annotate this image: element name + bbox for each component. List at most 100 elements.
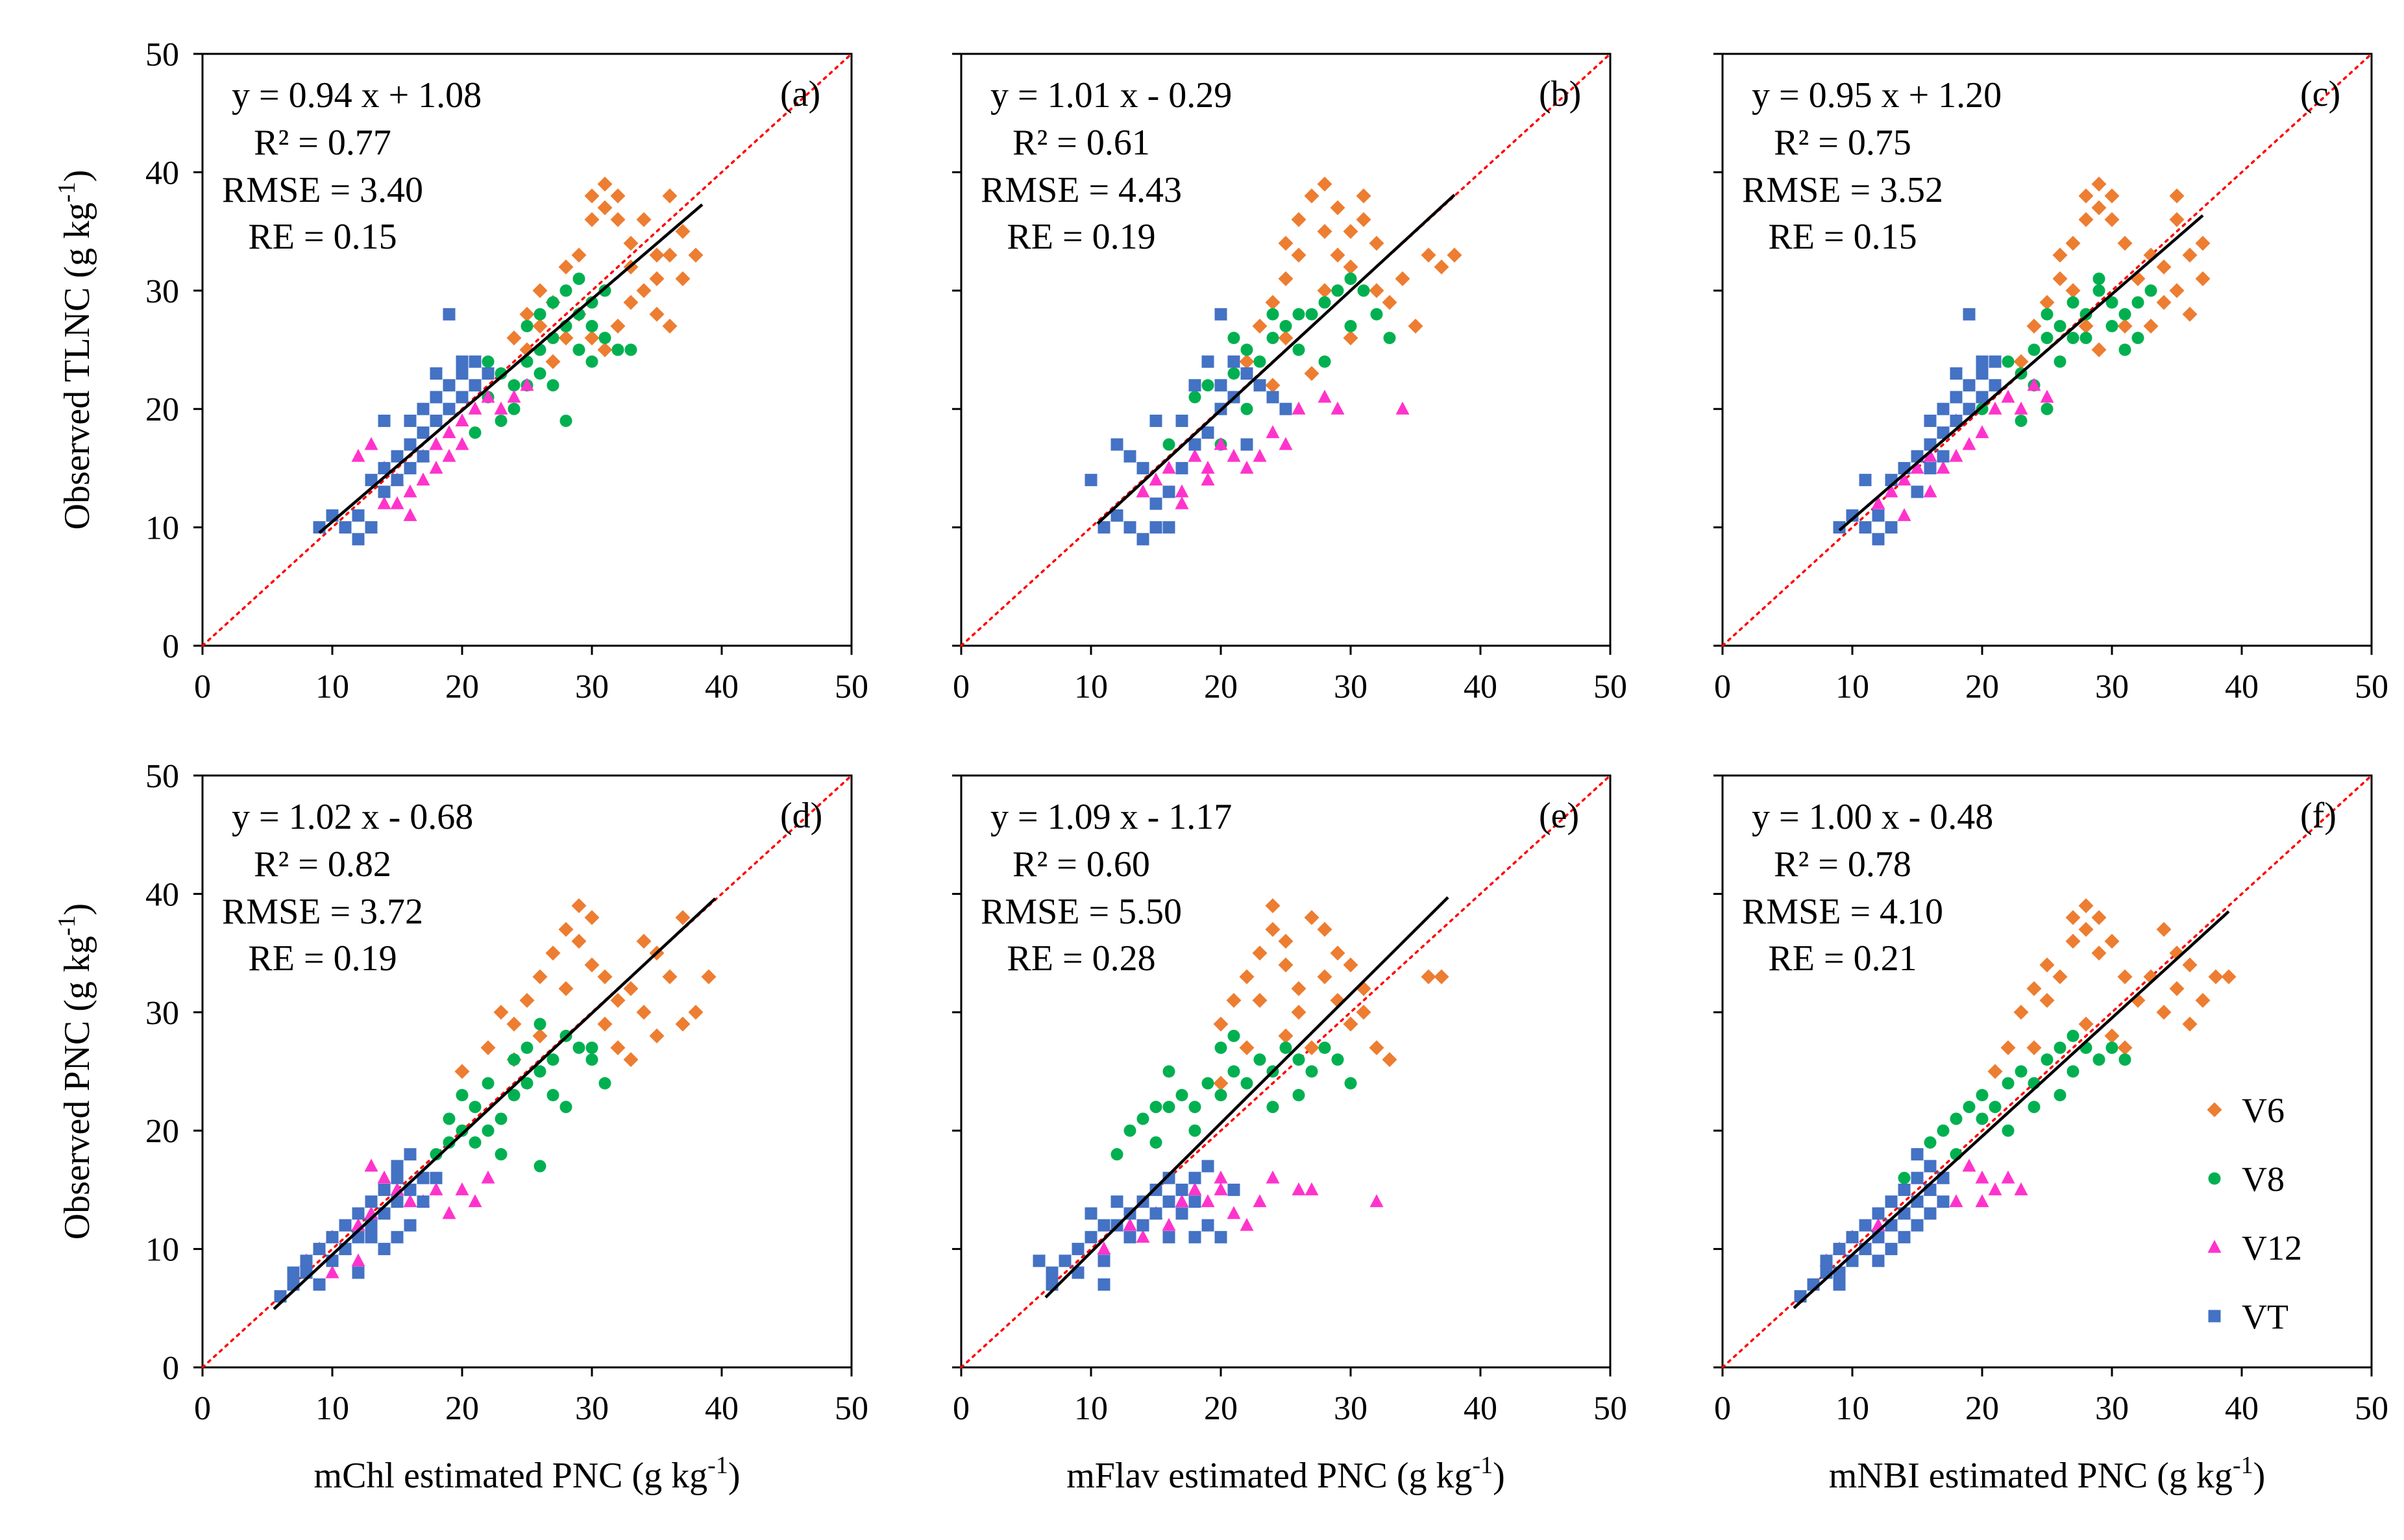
series-V8: [1110, 1029, 1357, 1161]
y-tick-label: 10: [145, 510, 179, 547]
data-point-VT: [365, 474, 378, 487]
data-point-V8: [1149, 1101, 1162, 1114]
data-point-V6: [571, 247, 587, 263]
data-point-V8: [1976, 1112, 1989, 1125]
y-tick-label: 40: [145, 876, 179, 913]
data-point-VT: [1136, 533, 1149, 546]
y-axis-label: Observed PNC (g kg-1): [53, 903, 97, 1240]
data-point-V6: [2104, 188, 2120, 204]
data-point-V6: [1317, 224, 1332, 239]
data-point-V6: [1330, 247, 1345, 263]
data-point-VT: [1136, 1219, 1149, 1232]
regression-line: [1096, 193, 1456, 525]
data-point-V8: [1292, 1088, 1305, 1101]
data-point-V6: [1408, 319, 1423, 334]
data-point-VT: [1976, 367, 1989, 380]
data-point-VT: [1175, 461, 1188, 474]
data-point-VT: [1963, 402, 1976, 415]
data-point-V6: [584, 910, 600, 925]
data-point-V8: [546, 379, 559, 392]
data-point-V8: [443, 1112, 456, 1125]
data-point-VT: [1872, 1207, 1885, 1220]
data-point-VT: [1110, 509, 1123, 522]
data-point-V8: [1266, 1101, 1279, 1114]
data-point-V8: [1292, 308, 1305, 321]
data-point-VT: [1833, 1278, 1846, 1291]
data-point-V8: [1292, 343, 1305, 356]
data-point-V12: [1123, 1217, 1137, 1231]
data-point-V6: [701, 969, 717, 984]
data-point-V8: [546, 296, 559, 309]
data-point-VT: [1976, 355, 1989, 368]
data-point-VT: [1175, 414, 1188, 427]
data-point-V8: [2002, 1124, 2015, 1137]
data-point-V8: [1136, 1112, 1149, 1125]
data-point-V8: [521, 1077, 534, 1090]
data-point-V8: [534, 308, 546, 321]
data-point-V6: [519, 342, 535, 358]
data-point-V6: [480, 1040, 496, 1056]
data-point-V6: [2143, 319, 2159, 334]
data-point-V12: [1162, 1217, 1176, 1231]
data-point-V8: [1162, 1101, 1175, 1114]
relative-error: RE = 0.28: [1007, 938, 1155, 979]
data-point-V12: [1949, 1194, 1963, 1208]
data-point-VT: [391, 1230, 404, 1243]
y-tick-label: 20: [145, 391, 179, 428]
data-point-V8: [585, 296, 598, 309]
data-point-V8: [1227, 367, 1240, 380]
x-tick-label: 0: [194, 1390, 211, 1427]
data-point-V12: [416, 472, 430, 486]
data-point-V6: [2065, 910, 2081, 925]
relative-error: RE = 0.19: [248, 938, 397, 979]
y-axis-label: Observed TLNC (g kg-1): [53, 170, 97, 530]
rmse: RMSE = 3.72: [222, 892, 423, 932]
data-point-V6: [2026, 981, 2042, 996]
series-V6: [1239, 177, 1462, 393]
data-point-V6: [2000, 1040, 2016, 1056]
data-point-V8: [482, 355, 495, 368]
data-point-V6: [2039, 295, 2055, 310]
data-point-VT: [365, 521, 378, 534]
data-point-V6: [2078, 212, 2094, 227]
data-point-V12: [1162, 460, 1176, 474]
data-point-V12: [364, 1158, 378, 1172]
data-point-VT: [1240, 438, 1253, 451]
data-point-VT: [1162, 1195, 1175, 1208]
data-point-V6: [1291, 247, 1306, 263]
x-tick-label: 40: [1464, 1390, 1497, 1427]
y-tick-label: 30: [145, 273, 179, 310]
data-point-V6: [1421, 969, 1436, 984]
data-point-V6: [1278, 1028, 1294, 1044]
data-point-V8: [1266, 332, 1279, 345]
data-point-V8: [546, 1053, 559, 1066]
data-point-VT: [1846, 509, 1859, 522]
data-point-VT: [1149, 497, 1162, 510]
data-point-V6: [1434, 259, 1449, 275]
data-point-VT: [1898, 1230, 1911, 1243]
data-point-V12: [351, 1253, 365, 1267]
data-point-V12: [2040, 389, 2054, 403]
x-tick-label: 20: [1204, 668, 1238, 705]
data-point-V8: [572, 343, 585, 356]
data-point-V8: [585, 1053, 598, 1066]
data-point-V6: [597, 342, 613, 358]
data-point-VT: [1201, 1160, 1214, 1173]
data-point-VT: [1227, 355, 1240, 368]
data-point-VT: [1227, 1183, 1240, 1196]
x-tick-label: 50: [1593, 1390, 1627, 1427]
data-point-V12: [1897, 472, 1911, 486]
data-point-V8: [1989, 1101, 2002, 1114]
data-point-VT: [1201, 1219, 1214, 1232]
data-point-VT: [1820, 1254, 1833, 1267]
data-point-V12: [403, 484, 417, 498]
panel-label: (a): [780, 74, 820, 114]
series-V6: [1213, 898, 1449, 1091]
data-point-VT: [1950, 367, 1963, 380]
plot-frame: [201, 774, 853, 1369]
data-point-VT: [300, 1254, 313, 1267]
one-to-one-line: [201, 774, 853, 1369]
data-point-V8: [585, 320, 598, 333]
data-point-V6: [2078, 319, 2094, 334]
y-tick-label: 30: [145, 995, 179, 1032]
